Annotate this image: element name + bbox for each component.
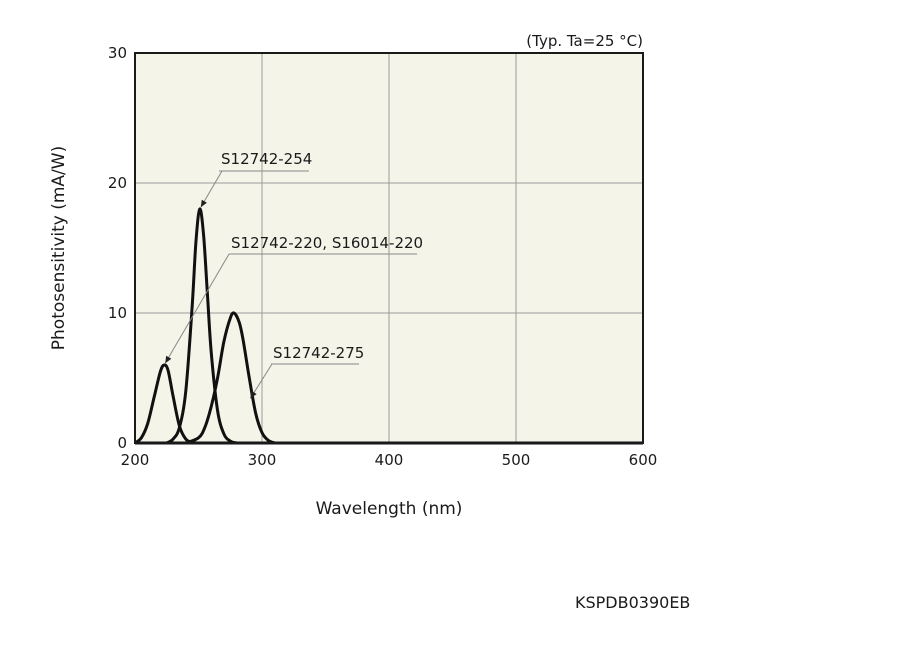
y-axis-label: Photosensitivity (mA/W) <box>49 146 69 350</box>
annotation-label-3: S12742-275 <box>273 344 364 362</box>
annotation-leader <box>164 253 230 364</box>
annotation-group: S12742-254 S12742-220, S16014-220 S12742-2… <box>164 150 423 399</box>
x-tick-label: 500 <box>502 451 531 469</box>
x-tick-label: 400 <box>375 451 404 469</box>
y-tick-label: 30 <box>108 44 127 62</box>
annotation-leader <box>200 170 223 208</box>
document-code: KSPDB0390EB <box>575 593 691 612</box>
condition-note: (Typ. Ta=25 °C) <box>526 32 643 50</box>
x-tick-label: 600 <box>629 451 658 469</box>
series-line-3 <box>185 311 276 445</box>
annotation-label-2: S12742-220, S16014-220 <box>231 234 423 252</box>
y-tick-label: 10 <box>108 304 127 322</box>
y-tick-label: 0 <box>117 434 127 452</box>
plot-frame <box>134 52 644 444</box>
x-tick-label: 200 <box>121 451 150 469</box>
x-tick-label: 300 <box>248 451 277 469</box>
tick-labels: 200 300 400 500 600 0 10 20 30 <box>108 44 657 469</box>
y-tick-label: 20 <box>108 174 127 192</box>
x-axis-label: Wavelength (nm) <box>316 499 463 519</box>
annotation-arrowhead <box>200 199 207 208</box>
series-line-1 <box>134 363 199 445</box>
annotation-arrowhead <box>250 390 257 399</box>
series-line-2 <box>165 207 238 445</box>
annotation-arrowhead <box>165 355 172 364</box>
annotation-label-1: S12742-254 <box>221 150 312 168</box>
